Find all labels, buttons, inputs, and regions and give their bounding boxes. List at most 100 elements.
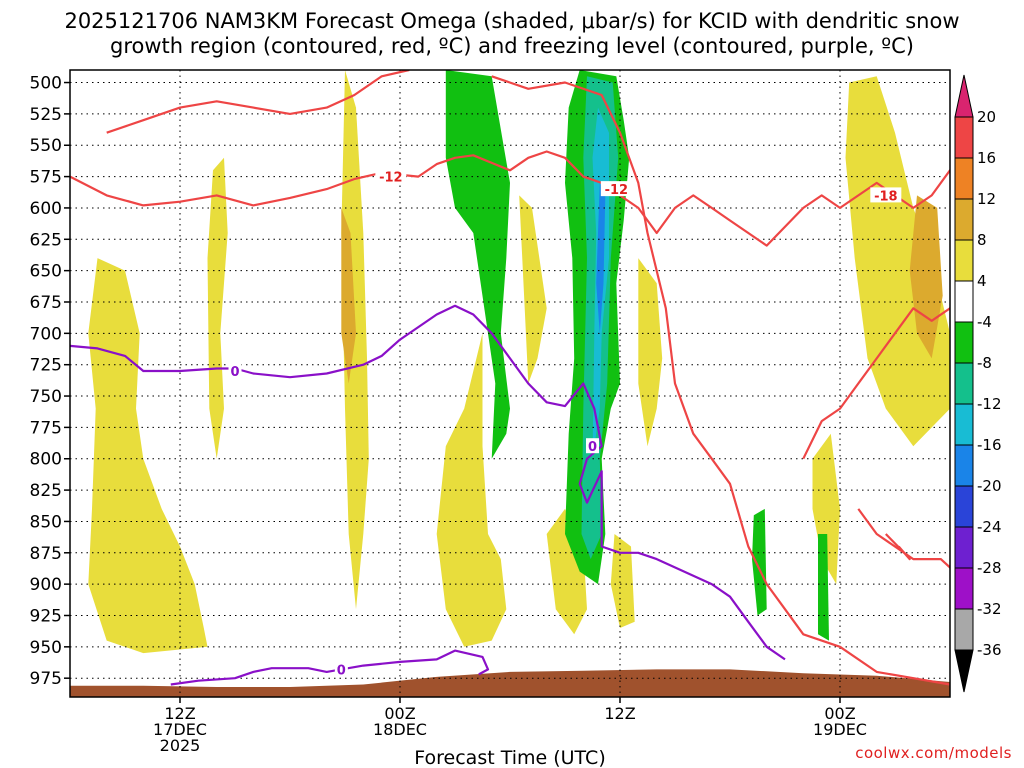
omega-pos-4-region [610, 534, 635, 628]
y-tick-label: 800 [30, 450, 62, 470]
y-tick-label: 825 [30, 481, 62, 501]
y-tick-label: 550 [30, 136, 62, 156]
colorbar-bin [954, 567, 974, 610]
dgz-contour-line [70, 150, 950, 247]
colorbar-bin [954, 280, 974, 323]
colorbar-label: -20 [977, 477, 1002, 495]
y-tick-label: 750 [30, 387, 62, 407]
contour-label-bg [334, 661, 348, 677]
contour-label: 0 [337, 663, 346, 678]
contour-label-bg [228, 362, 242, 378]
contour-label-layer: -12-12-18-12000 [228, 168, 902, 678]
colorbar-bin [954, 116, 974, 159]
colorbar-bin [954, 403, 974, 446]
y-tick-label: 575 [30, 168, 62, 188]
colorbar-bin [954, 362, 974, 405]
contour-label: -12 [379, 171, 403, 186]
colorbar-label: -32 [977, 600, 1002, 618]
colorbar-bin [954, 526, 974, 569]
colorbar-bin [954, 239, 974, 282]
y-tick-label: 525 [30, 105, 62, 125]
contour-label: -18 [874, 189, 898, 204]
colorbar-bin [954, 198, 974, 241]
y-tick-label: 900 [30, 575, 62, 595]
x-tick-label: 12Z [604, 704, 635, 723]
gridlines [70, 70, 950, 697]
y-tick-label: 925 [30, 606, 62, 626]
colorbar-bin [954, 608, 974, 651]
y-tick-label: 675 [30, 293, 62, 313]
chart-title-line1: 2025121706 NAM3KM Forecast Omega (shaded… [64, 9, 959, 33]
y-tick-label: 625 [30, 230, 62, 250]
y-tick-label: 650 [30, 262, 62, 282]
colorbar-label: 16 [977, 149, 996, 167]
contour-label-bg [375, 168, 407, 184]
dgz-contour-line [491, 75, 950, 686]
colorbar-label: -8 [977, 354, 992, 372]
contour-label: -12 [605, 183, 629, 198]
terrain-ground [70, 669, 950, 697]
x-tick-label: 00Z [824, 704, 855, 723]
omega-neg-4-region [818, 534, 829, 641]
colorbar-label: 4 [977, 272, 987, 290]
colorbar-label: -36 [977, 641, 1002, 659]
colorbar-label: -24 [977, 518, 1002, 536]
dgz-contour-line [857, 508, 950, 569]
plot-frame [69, 69, 951, 698]
chart-title-line2: growth region (contoured, red, ºC) and f… [110, 34, 914, 58]
plot-area: -12-12-18-12000 [70, 70, 950, 697]
colorbar-bin [954, 321, 974, 364]
colorbar-label: 20 [977, 108, 996, 126]
contour-label: 0 [230, 365, 239, 380]
omega-neg-4-region [752, 508, 767, 616]
omega-pos-4-region [88, 258, 208, 654]
colorbar-label: -4 [977, 313, 992, 331]
colorbar-bin [954, 157, 974, 200]
colorbar-bin [954, 485, 974, 528]
omega-pos-4-region [207, 157, 228, 459]
omega-shading-layer [88, 70, 950, 654]
x-tick-label: 2025 [160, 736, 201, 755]
dgz-contour-line [802, 306, 950, 460]
x-tick-label: 18DEC [373, 720, 427, 739]
y-tick-label: 975 [30, 669, 62, 689]
x-tick-label: 00Z [384, 704, 415, 723]
contour-label-bg [586, 438, 599, 454]
y-tick-label: 950 [30, 638, 62, 658]
omega-pos-8-region [341, 207, 356, 384]
dgz-contour-line [106, 70, 410, 134]
y-tick-label: 700 [30, 324, 62, 344]
omega-pos-4-region [812, 433, 840, 585]
y-tick-label: 875 [30, 544, 62, 564]
credit-text: coolwx.com/models [855, 744, 1012, 762]
contour-label-bg [870, 187, 902, 203]
contour-label: 0 [588, 440, 597, 455]
colorbar-label: -16 [977, 436, 1002, 454]
dgz-contour-line [885, 533, 911, 561]
y-tick-label: 850 [30, 512, 62, 532]
contour-label-bg [600, 181, 632, 197]
omega-neg-16-region [596, 182, 606, 334]
omega-pos-4-region [519, 195, 547, 384]
time-axis: 12Z17DEC202500Z18DEC12Z00Z19DEC12Z [153, 697, 867, 755]
x-tick-label: 17DEC [153, 720, 207, 739]
x-tick-label: 19DEC [813, 720, 867, 739]
y-tick-label: 500 [30, 74, 62, 94]
colorbar-bin [954, 444, 974, 487]
colorbar: 20 16 12 8 4 -4 -8 -12 -16 -20 -24 -28 -32 -36 [954, 74, 1002, 693]
omega-pos-4-region [845, 76, 950, 447]
pressure-axis: 500 525 550 575 600 625 650 675 700 725 750 775 800 8… [30, 74, 70, 689]
colorbar-label: -12 [977, 395, 1002, 413]
y-tick-label: 775 [30, 418, 62, 438]
colorbar-label: -28 [977, 559, 1002, 577]
colorbar-top-arrow [954, 74, 974, 118]
omega-neg-4-region [445, 70, 510, 459]
colorbar-label: 8 [977, 231, 987, 249]
x-axis-title: Forecast Time (UTC) [414, 747, 605, 768]
terrain-layer [70, 669, 950, 697]
y-tick-label: 725 [30, 356, 62, 376]
x-tick-label: 12Z [164, 704, 195, 723]
colorbar-bottom-arrow [954, 649, 974, 693]
omega-pos-4-region [638, 258, 663, 447]
